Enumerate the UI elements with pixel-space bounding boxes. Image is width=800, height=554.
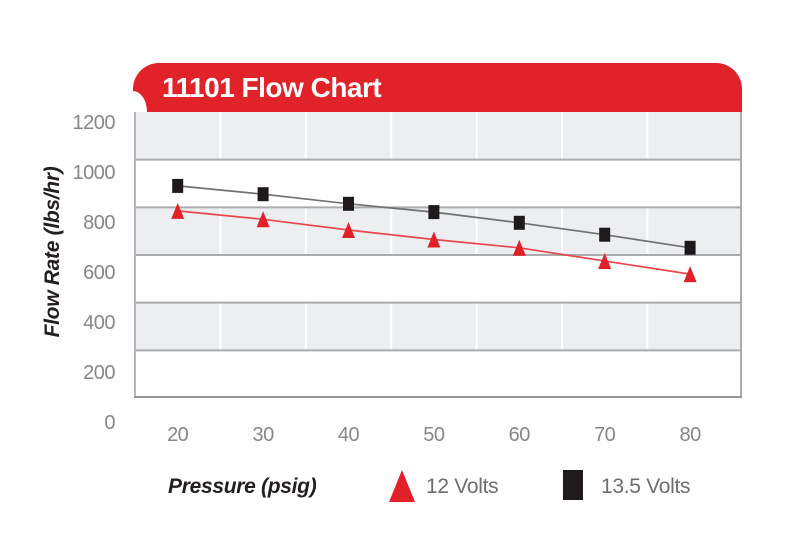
legend-label-13-5-volts: 13.5 Volts xyxy=(601,475,691,498)
marker-13-5v xyxy=(257,187,269,202)
plot-area xyxy=(134,112,742,398)
marker-12v xyxy=(598,253,612,269)
marker-12v xyxy=(512,239,526,256)
marker-12v xyxy=(256,211,270,228)
marker-12v xyxy=(427,231,441,248)
marker-12v xyxy=(683,266,697,283)
y-tick-label: 400 xyxy=(83,312,115,334)
marker-13-5v xyxy=(684,240,696,255)
y-tick-label: 1000 xyxy=(72,162,116,184)
x-tick-label: 40 xyxy=(337,424,360,446)
y-axis-ticks: 1200 1000 800 600 400 200 0 xyxy=(40,0,116,554)
legend-square-icon xyxy=(563,470,583,500)
x-tick-label: 50 xyxy=(423,424,445,446)
y-tick-label: 0 xyxy=(104,412,115,434)
x-tick-label: 30 xyxy=(252,424,274,446)
x-tick-label: 20 xyxy=(167,424,189,446)
x-tick-label: 70 xyxy=(594,424,616,446)
marker-12v xyxy=(342,222,355,238)
x-tick-label: 60 xyxy=(508,424,531,446)
y-tick-label: 600 xyxy=(83,262,115,284)
marker-13-5v xyxy=(513,215,525,230)
marker-13-5v xyxy=(599,227,611,242)
chart-title-banner: 11101 Flow Chart xyxy=(133,63,742,112)
chart-title: 11101 Flow Chart xyxy=(162,71,382,103)
x-tick-label: 80 xyxy=(679,424,701,446)
y-tick-label: 800 xyxy=(83,212,115,234)
flow-chart-plot xyxy=(134,112,742,398)
y-tick-label: 200 xyxy=(83,362,115,384)
legend-triangle-icon xyxy=(389,470,415,502)
marker-13-5v xyxy=(343,196,354,211)
legend-label-12-volts: 12 Volts xyxy=(426,475,499,498)
marker-13-5v xyxy=(172,178,184,193)
y-tick-label: 1200 xyxy=(72,112,116,134)
marker-12v xyxy=(171,202,185,219)
marker-13-5v xyxy=(428,205,440,220)
x-axis-title: Pressure (psig) xyxy=(168,475,317,498)
